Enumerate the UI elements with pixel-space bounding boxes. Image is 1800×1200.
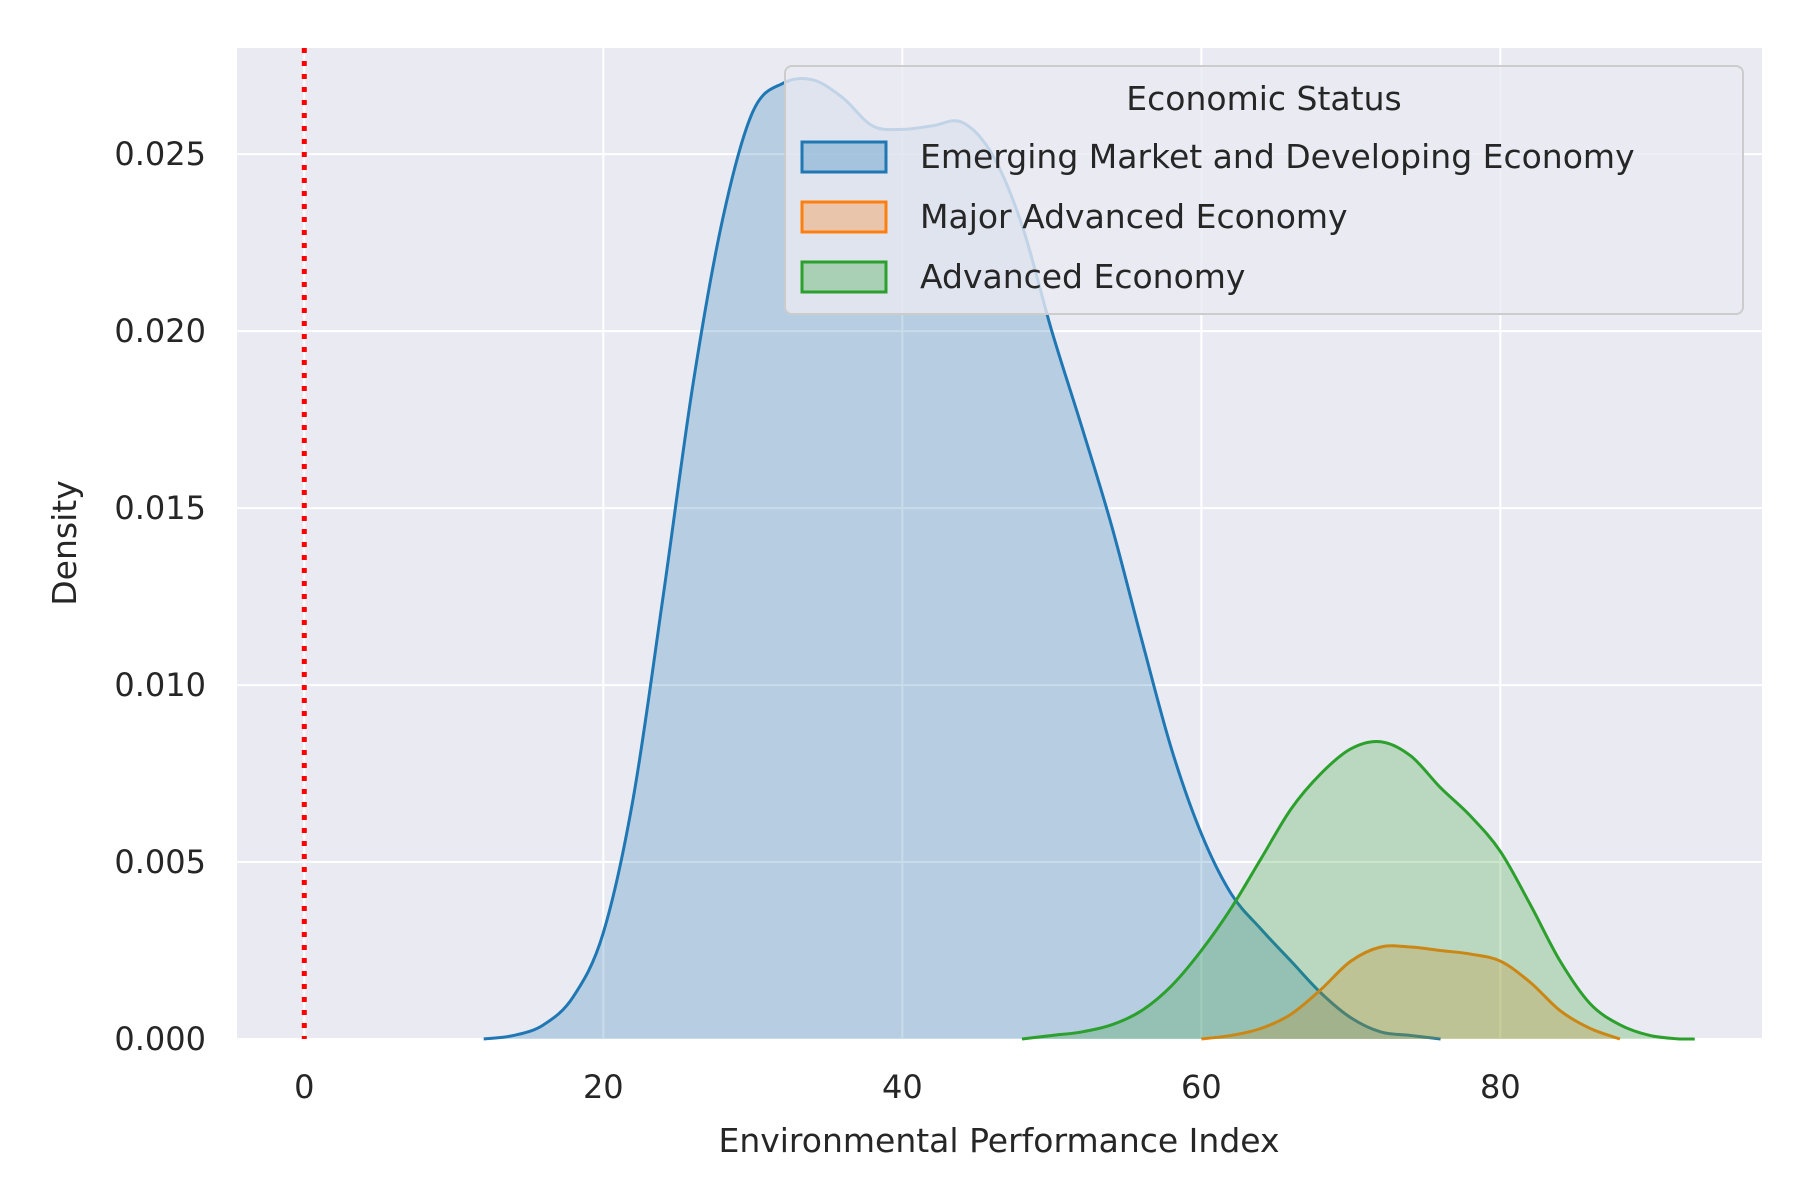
x-tick-label: 80	[1480, 1068, 1521, 1106]
y-tick-labels: 0.000 0.005 0.010 0.015 0.020 0.025	[114, 135, 206, 1058]
legend-swatch	[800, 260, 888, 294]
density-areas	[483, 77, 1695, 1041]
density-area-fill	[1201, 945, 1620, 1039]
x-tick-label: 20	[583, 1068, 624, 1106]
y-tick-label: 0.015	[114, 489, 206, 527]
y-tick-label: 0.020	[114, 312, 206, 350]
y-axis-title: Density	[45, 480, 84, 605]
density-area-fill	[483, 78, 1441, 1039]
density-area-fill	[1021, 741, 1695, 1039]
legend-label: Emerging Market and Developing Economy	[920, 137, 1635, 176]
legend: Economic Status Emerging Market and Deve…	[784, 65, 1744, 315]
legend-box	[784, 65, 1744, 315]
y-tick-label: 0.025	[114, 135, 206, 173]
y-tick-label: 0.000	[114, 1020, 206, 1058]
x-tick-label: 0	[294, 1068, 314, 1106]
x-tick-label: 40	[882, 1068, 923, 1106]
legend-label: Major Advanced Economy	[920, 197, 1348, 236]
y-tick-label: 0.010	[114, 666, 206, 704]
density-line	[1021, 739, 1695, 1041]
legend-swatch	[800, 140, 888, 174]
x-tick-label: 60	[1181, 1068, 1222, 1106]
x-tick-labels: 0 20 40 60 80	[294, 1068, 1521, 1106]
density-line	[1201, 944, 1621, 1041]
legend-entries: Emerging Market and Developing Economy Ma…	[800, 137, 1635, 296]
y-tick-label: 0.005	[114, 843, 206, 881]
x-axis-title: Environmental Performance Index	[718, 1121, 1279, 1160]
legend-swatch	[800, 200, 888, 234]
legend-label: Advanced Economy	[920, 257, 1245, 296]
legend-title: Economic Status	[1126, 79, 1401, 118]
